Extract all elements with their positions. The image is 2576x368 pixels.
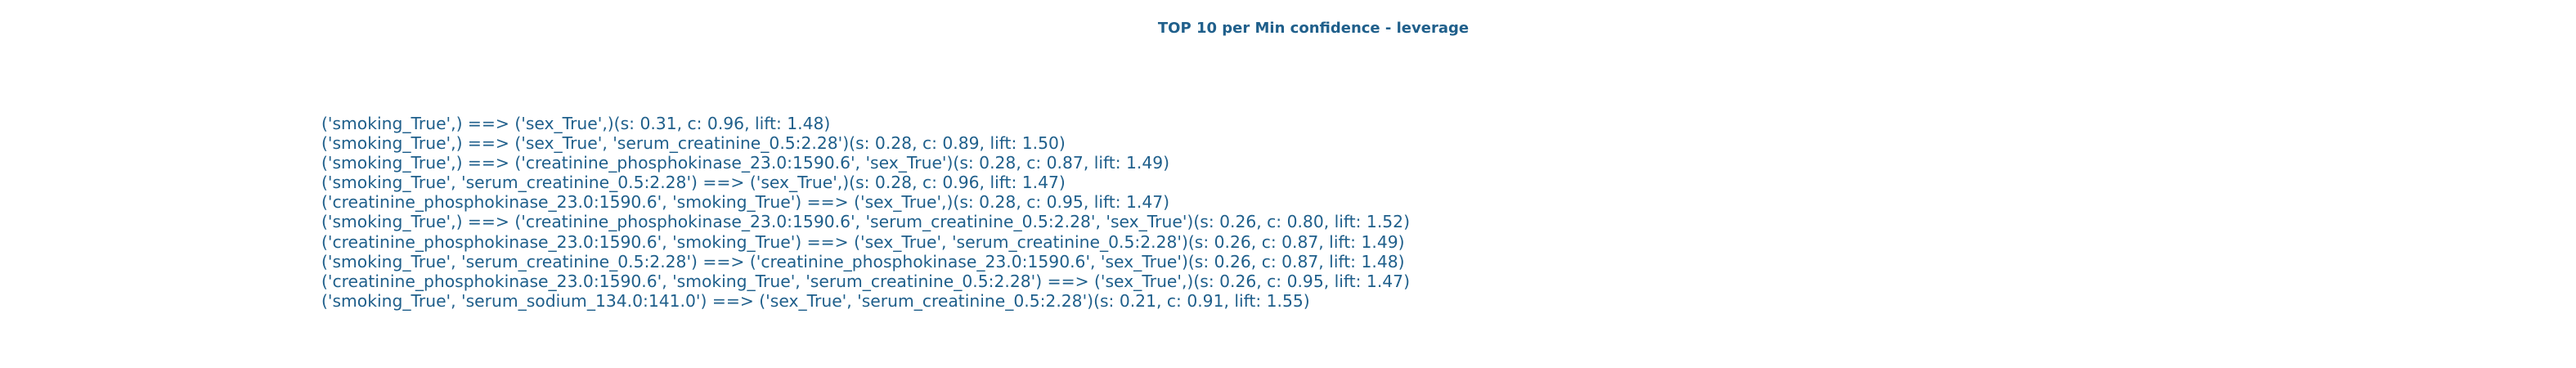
chart-title: TOP 10 per Min confidence - leverage	[1157, 20, 1470, 37]
rule-line-5: ('creatinine_phosphokinase_23.0:1590.6',…	[321, 192, 1170, 213]
rule-line-1: ('smoking_True',) ==> ('sex_True',)(s: 0…	[321, 114, 831, 133]
rule-line-6: ('smoking_True',) ==> ('creatinine_phosp…	[321, 212, 1410, 232]
rule-line-9: ('creatinine_phosphokinase_23.0:1590.6',…	[321, 271, 1410, 291]
rule-line-2: ('smoking_True',) ==> ('sex_True', 'seru…	[321, 133, 1066, 154]
rule-line-8: ('smoking_True', 'serum_creatinine_0.5:2…	[321, 251, 1405, 272]
rule-line-10: ('smoking_True', 'serum_sodium_134.0:141…	[321, 290, 1310, 311]
rule-line-3: ('smoking_True',) ==> ('creatinine_phosp…	[321, 153, 1170, 173]
rules-list: ('smoking_True',) ==> ('sex_True',)(s: 0…	[321, 114, 1410, 311]
rule-line-4: ('smoking_True', 'serum_creatinine_0.5:2…	[321, 173, 1066, 193]
rule-line-7: ('creatinine_phosphokinase_23.0:1590.6',…	[321, 231, 1405, 252]
